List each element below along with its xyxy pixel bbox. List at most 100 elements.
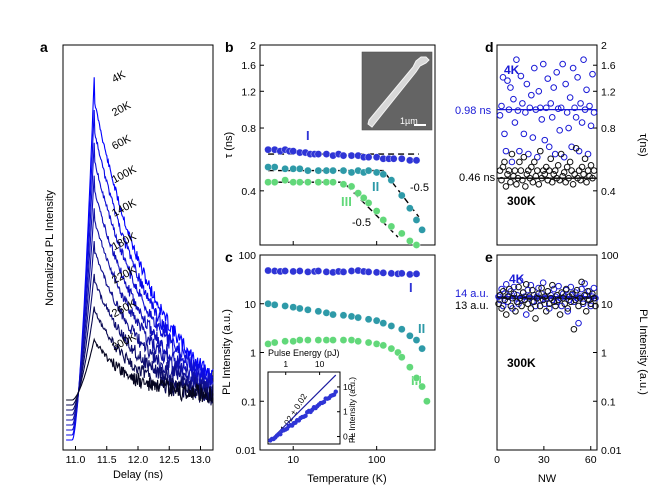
panel-a-xlabel: Delay (ns)	[113, 469, 163, 481]
panel-d-point-4K	[499, 74, 507, 81]
panel-c-point-II	[339, 311, 348, 320]
panel-e-point-300K	[535, 290, 542, 298]
panel-b-fit-label-1: -0.5	[410, 182, 429, 194]
panel-c-inset-point	[333, 389, 338, 394]
panel-c-point-I	[281, 267, 289, 275]
panel-d-point-300K	[541, 171, 549, 178]
panel-d-point-300K	[547, 155, 555, 163]
panel-e-point-4K	[587, 302, 595, 310]
panel-c-ytick-label: 10	[244, 299, 256, 311]
panel-c-ytick-label: 1	[250, 348, 256, 360]
panel-c-inset-ytick-label: 0.1	[343, 432, 355, 442]
panel-c-point-III	[329, 336, 337, 344]
panel-b-point-III	[364, 199, 373, 207]
panel-b-point-II	[270, 163, 279, 171]
panel-e-point-300K	[570, 325, 578, 333]
panel-b-point-II	[387, 176, 396, 184]
panel-d-point-4K	[586, 102, 593, 110]
panel-d-point-300K	[502, 183, 510, 190]
panel-c-point-III	[347, 336, 356, 344]
panel-d-point-300K	[498, 176, 505, 184]
panel-b-point-II	[412, 216, 421, 224]
panel-e-point-300K	[556, 311, 564, 318]
panel-c-xlabel: Temperature (K)	[307, 473, 386, 485]
panel-d-point-4K	[557, 104, 565, 112]
panel-e-point-300K	[575, 302, 582, 310]
panel-c-point-III	[379, 341, 388, 350]
panel-c-point-I	[397, 269, 406, 278]
panel-b-point-III	[281, 176, 289, 184]
panel-b-ytick-label: 2	[250, 40, 256, 52]
panel-c-point-I	[406, 270, 414, 279]
panel-c-inset-ytick-label: 10	[343, 382, 353, 392]
panel-b-point-II	[418, 226, 426, 234]
panel-b-point-II	[322, 166, 331, 175]
panel-c-ylabel: PL Intensity (a.u.)	[221, 309, 233, 395]
panel-e-xlabel: NW	[538, 473, 557, 485]
panel-a-letter: a	[40, 39, 48, 55]
panel-c-point-III	[397, 353, 406, 362]
panel-b-point-I	[364, 153, 373, 161]
panel-c-ytick-label: 0.1	[241, 396, 256, 408]
panel-d-point-4K	[501, 130, 508, 138]
panel-b-point-II	[289, 165, 298, 173]
panel-b-label-III: III	[341, 194, 352, 209]
panel-a-trace-140K	[66, 208, 214, 421]
panel-b-point-III	[406, 237, 414, 245]
panel-e-point-4K	[581, 280, 588, 287]
panel-b-point-III	[296, 178, 304, 186]
panel-c-point-II	[329, 310, 337, 319]
panel-d-point-4K	[563, 109, 571, 116]
panel-e-point-300K	[589, 290, 596, 298]
panel-b-point-II	[329, 166, 337, 175]
panel-e-point-300K	[579, 298, 587, 306]
panel-a-series-label: 60K	[110, 133, 134, 153]
panel-e-point-300K	[538, 284, 545, 292]
panel-b-ytick-label: 0.8	[241, 123, 256, 135]
panel-d-point-4K	[581, 106, 589, 113]
panel-d-point-300K	[517, 167, 525, 174]
panel-c-point-II	[406, 332, 414, 340]
panel-d-point-300K	[539, 167, 547, 174]
panel-e-label-4k: 4K	[509, 272, 525, 286]
panel-d-point-4K	[531, 64, 538, 72]
panel-d-point-300K	[534, 167, 541, 174]
panel-e-xtick-label: 60	[585, 454, 597, 466]
panel-b-label-II: II	[372, 179, 379, 194]
panel-c-inset-xtick-label: 10	[315, 359, 325, 369]
panel-d-point-300K	[583, 178, 590, 186]
panel-d-point-4K	[522, 109, 529, 116]
panel-b-point-III	[397, 229, 406, 238]
panel-d-letter: d	[485, 39, 494, 55]
panel-c-point-III	[387, 344, 396, 353]
panel-d-ref-label-300k: 0.46 ns	[459, 172, 496, 184]
panel-e-point-4K	[521, 293, 529, 300]
panel-c-point-II	[264, 299, 272, 308]
panel-c-ytick-label: 100	[238, 250, 256, 262]
panel-d-point-4K	[525, 150, 532, 158]
panel-e-point-4K	[522, 311, 530, 318]
panel-c-point-III	[339, 336, 348, 344]
panel-d-point-4K	[541, 136, 549, 144]
panel-d-ytick-label: 1.6	[601, 60, 616, 72]
panel-d-point-300K	[566, 158, 574, 166]
panel-d-point-300K	[519, 176, 526, 184]
panel-c-inset-ytick-label: 1	[343, 407, 348, 417]
panel-b-point-II	[406, 204, 414, 213]
panel-c-ytick-label: 0.01	[236, 445, 257, 457]
panel-c-point-I	[289, 267, 298, 276]
panel-d-point-300K	[516, 158, 523, 166]
panel-e-point-4K	[539, 279, 547, 287]
panel-b-fit-label-2: -0.5	[352, 217, 371, 229]
panel-d-point-300K	[565, 174, 572, 182]
panel-d-ytick-label: 0.4	[601, 186, 616, 198]
panel-d-point-4K	[578, 119, 586, 126]
panel-d-point-4K	[545, 143, 553, 151]
panel-d-point-4K	[523, 80, 531, 88]
panel-e-ytick-label: 10	[601, 299, 613, 311]
panel-b-point-III	[354, 189, 362, 197]
panel-c-inset-point	[321, 399, 327, 405]
panel-d-point-4K	[574, 74, 581, 81]
panel-d-point-300K	[513, 180, 520, 188]
panel-d-point-4K	[587, 122, 595, 130]
